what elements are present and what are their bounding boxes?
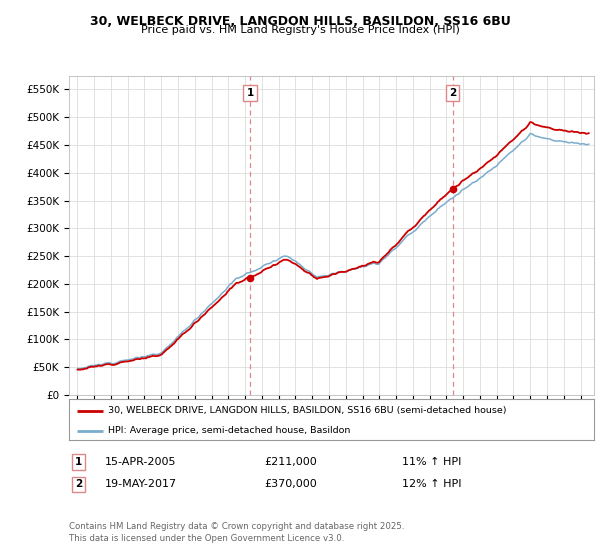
Text: 2: 2 [449, 88, 457, 98]
Text: Contains HM Land Registry data © Crown copyright and database right 2025.
This d: Contains HM Land Registry data © Crown c… [69, 522, 404, 543]
Text: HPI: Average price, semi-detached house, Basildon: HPI: Average price, semi-detached house,… [109, 426, 351, 435]
Text: 1: 1 [75, 457, 82, 467]
Text: 12% ↑ HPI: 12% ↑ HPI [402, 479, 461, 489]
Text: 19-MAY-2017: 19-MAY-2017 [105, 479, 177, 489]
Text: 11% ↑ HPI: 11% ↑ HPI [402, 457, 461, 467]
Text: £370,000: £370,000 [264, 479, 317, 489]
Text: 1: 1 [247, 88, 254, 98]
Text: 30, WELBECK DRIVE, LANGDON HILLS, BASILDON, SS16 6BU: 30, WELBECK DRIVE, LANGDON HILLS, BASILD… [89, 15, 511, 27]
Text: 2: 2 [75, 479, 82, 489]
Text: 15-APR-2005: 15-APR-2005 [105, 457, 176, 467]
Text: 30, WELBECK DRIVE, LANGDON HILLS, BASILDON, SS16 6BU (semi-detached house): 30, WELBECK DRIVE, LANGDON HILLS, BASILD… [109, 406, 507, 415]
Text: £211,000: £211,000 [264, 457, 317, 467]
Text: Price paid vs. HM Land Registry's House Price Index (HPI): Price paid vs. HM Land Registry's House … [140, 25, 460, 35]
